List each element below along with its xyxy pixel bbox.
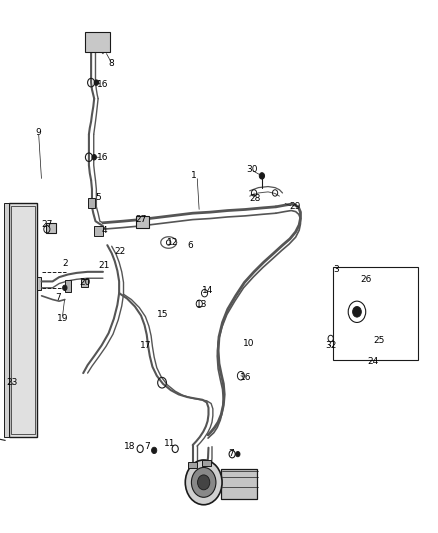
Bar: [81, 279, 88, 287]
Text: 27: 27: [136, 215, 147, 224]
Bar: [4, 203, 9, 437]
Text: 11: 11: [164, 439, 176, 448]
Bar: [94, 226, 103, 236]
Circle shape: [353, 306, 361, 317]
Text: 16: 16: [240, 373, 251, 382]
Text: 4: 4: [102, 226, 107, 235]
Circle shape: [152, 447, 157, 454]
Text: 24: 24: [367, 357, 378, 366]
Bar: [65, 280, 71, 292]
Circle shape: [191, 467, 216, 497]
Bar: [37, 277, 41, 290]
Text: 17: 17: [140, 341, 152, 350]
Circle shape: [92, 155, 96, 160]
Bar: [85, 32, 110, 52]
Bar: [188, 462, 197, 468]
Text: 7: 7: [228, 449, 233, 457]
Bar: [11, 206, 35, 434]
Text: 27: 27: [42, 221, 53, 229]
Text: 1: 1: [191, 172, 196, 180]
Circle shape: [259, 173, 265, 179]
Text: 6: 6: [187, 241, 193, 249]
Bar: [136, 216, 149, 228]
Text: 12: 12: [167, 238, 179, 247]
Text: 5: 5: [95, 193, 101, 201]
Text: 26: 26: [360, 276, 371, 284]
Text: 23: 23: [7, 378, 18, 387]
Text: 3: 3: [334, 265, 339, 273]
Text: 18: 18: [124, 442, 135, 451]
Circle shape: [63, 285, 67, 290]
Text: 21: 21: [99, 261, 110, 270]
Circle shape: [185, 460, 222, 505]
Text: 32: 32: [325, 341, 336, 350]
Circle shape: [198, 475, 210, 490]
Bar: [221, 469, 257, 499]
Text: 2: 2: [62, 260, 68, 268]
Bar: [202, 460, 211, 466]
Text: 7: 7: [55, 293, 60, 302]
Circle shape: [94, 80, 99, 85]
Bar: [46, 223, 56, 233]
Bar: [9, 203, 37, 437]
Text: 28: 28: [250, 194, 261, 203]
Text: 25: 25: [373, 336, 385, 344]
Text: 22: 22: [115, 247, 126, 256]
Text: 9: 9: [35, 128, 41, 136]
Circle shape: [236, 451, 240, 457]
Text: 7: 7: [145, 442, 150, 451]
Text: 10: 10: [243, 340, 254, 348]
Text: 16: 16: [97, 80, 109, 88]
Bar: [333, 266, 418, 360]
Text: 29: 29: [289, 203, 300, 211]
Text: 19: 19: [57, 314, 68, 323]
Text: 20: 20: [80, 278, 91, 287]
Text: 16: 16: [97, 153, 109, 161]
Text: 14: 14: [201, 286, 213, 295]
Bar: [88, 198, 95, 208]
Text: 30: 30: [246, 165, 258, 174]
Text: 8: 8: [109, 60, 114, 68]
Text: 13: 13: [196, 301, 208, 309]
Text: 15: 15: [157, 310, 168, 319]
